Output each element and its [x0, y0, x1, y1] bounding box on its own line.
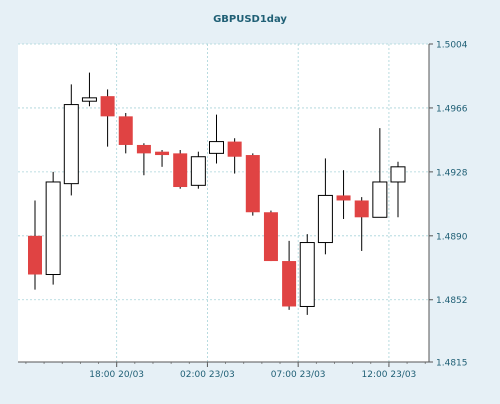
candle-bearish	[118, 112, 133, 154]
x-tick-label: 12:00 23/03	[362, 370, 417, 380]
candle-body	[227, 141, 242, 157]
candle-bearish	[354, 197, 369, 251]
y-tick-label: 1.4966	[436, 104, 468, 114]
x-tick-label: 02:00 23/03	[180, 370, 235, 380]
y-tick-label: 1.4852	[436, 296, 468, 306]
candle-bearish	[336, 170, 351, 219]
candle-body	[372, 181, 388, 218]
candle-body	[136, 144, 151, 154]
candle-bearish	[282, 240, 297, 310]
candle-bullish	[81, 72, 97, 107]
candle-bullish	[299, 234, 315, 315]
candle-body	[45, 181, 61, 276]
chart-title: GBPUSD1day	[213, 14, 287, 25]
candle-bullish	[317, 158, 333, 255]
candle-body	[100, 96, 115, 117]
candle-body	[282, 261, 297, 307]
candle-body	[155, 151, 170, 156]
candle-body	[28, 235, 42, 275]
candle-bearish	[155, 150, 170, 167]
candle-bearish	[245, 153, 260, 216]
candle-bearish	[263, 210, 278, 262]
y-tick-label: 1.5004	[436, 41, 468, 51]
candle-body	[245, 155, 260, 213]
candle-body	[118, 116, 133, 145]
candle-bullish	[372, 128, 388, 218]
candle-body	[390, 166, 406, 183]
candle-bearish	[100, 89, 115, 147]
candle-body	[317, 194, 333, 244]
candle-body	[336, 195, 351, 201]
candle-body	[190, 156, 206, 186]
candle-bearish	[173, 150, 188, 189]
candles	[28, 72, 406, 315]
candle-bullish	[45, 171, 61, 285]
candle-bullish	[209, 114, 224, 164]
candle-body	[81, 97, 97, 102]
candle-body	[299, 242, 315, 307]
candle-body	[209, 141, 224, 154]
candle-bearish	[28, 200, 42, 290]
candle-bullish	[390, 161, 406, 218]
axes: 1.5004 1.4966 1.4928 1.4890 1.4852 1.4815 18:0…	[18, 41, 468, 380]
candle-body	[263, 212, 278, 262]
candle-body	[63, 104, 79, 185]
candle-body	[173, 153, 188, 188]
y-tick-label: 1.4928	[436, 168, 468, 178]
y-tick-label: 1.4890	[436, 232, 468, 242]
candle-bearish	[136, 143, 151, 176]
candle-bullish	[63, 84, 79, 196]
y-tick-label: 1.4815	[436, 359, 468, 369]
x-tick-label: 18:00 20/03	[89, 370, 144, 380]
candle-body	[354, 200, 369, 218]
candle-bullish	[190, 151, 206, 189]
candle-bearish	[227, 138, 242, 174]
x-tick-label: 07:00 23/03	[271, 370, 326, 380]
